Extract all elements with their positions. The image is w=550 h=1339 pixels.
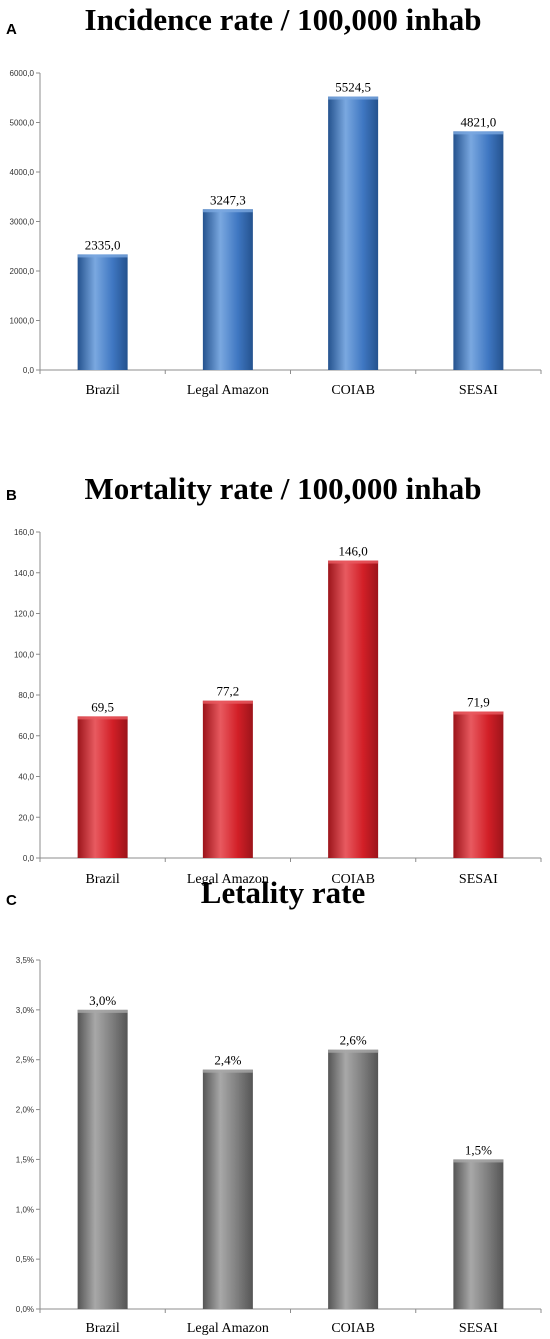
x-tick-label: SESAI [459, 872, 498, 887]
chart-panel-a: A Incidence rate / 100,000 inhab 0,0 1000,0… [6, 2, 542, 398]
bar-cap [453, 131, 504, 135]
bar-legal-amazon [202, 209, 253, 370]
data-label: 3247,3 [210, 192, 246, 207]
y-tick-label: 4000,0 [10, 168, 35, 177]
y-tick-label: 20,0 [18, 813, 34, 822]
chart-title: Incidence rate / 100,000 inhab [85, 2, 482, 37]
chart-title: Letality rate [201, 875, 365, 910]
y-tick-label: 60,0 [18, 732, 34, 741]
x-tick-label: Brazil [86, 383, 120, 398]
panel-letter: C [6, 892, 17, 909]
y-tick-label: 140,0 [14, 569, 35, 578]
panel-letter: B [6, 487, 17, 504]
x-tick-label: Brazil [86, 872, 120, 887]
bar-sesai [453, 1159, 504, 1309]
x-tick-label: Legal Amazon [187, 1321, 269, 1336]
bar-brazil [77, 1009, 128, 1309]
bar-coiab [328, 560, 379, 858]
bar-cap [77, 716, 128, 720]
y-tick-label: 120,0 [14, 610, 35, 619]
y-tick-label: 160,0 [14, 528, 35, 537]
bar-cap [453, 1159, 504, 1163]
x-tick-label: SESAI [459, 1321, 498, 1336]
x-tick-label: COIAB [331, 383, 375, 398]
y-tick-label: 6000,0 [10, 69, 35, 78]
x-tick-label: COIAB [331, 872, 375, 887]
bar-cap [328, 96, 379, 100]
y-tick-label: 2,0% [16, 1106, 34, 1115]
x-tick-label: SESAI [459, 383, 498, 398]
bar-coiab [328, 1049, 379, 1309]
chart-panel-c: C Letality rate 0,0% 0,5% 1,0% 1,5% 2,0% 2,5% 3,… [6, 875, 542, 1336]
data-label: 2,6% [340, 1033, 367, 1048]
bar-brazil [77, 716, 128, 858]
bar-coiab [328, 96, 379, 371]
bar-sesai [453, 131, 504, 370]
x-tick-label: Legal Amazon [187, 872, 269, 887]
bar-cap [202, 209, 253, 213]
y-tick-label: 3000,0 [10, 218, 35, 227]
bar-sesai [453, 711, 504, 858]
y-tick-label: 2000,0 [10, 267, 35, 276]
data-label: 5524,5 [335, 80, 371, 95]
panel-letter: A [6, 21, 17, 38]
y-tick-label: 1000,0 [10, 317, 35, 326]
bar-cap [328, 560, 379, 564]
data-label: 71,9 [467, 695, 490, 710]
y-tick-label: 0,0 [23, 854, 35, 863]
bar-cap [328, 1049, 379, 1053]
bar-brazil [77, 254, 128, 370]
y-tick-label: 3,0% [16, 1006, 34, 1015]
bar-legal-amazon [202, 1069, 253, 1309]
data-label: 4821,0 [461, 114, 497, 129]
data-label: 3,0% [89, 993, 116, 1008]
bar-legal-amazon [202, 700, 253, 858]
y-tick-label: 40,0 [18, 773, 34, 782]
x-tick-label: COIAB [331, 1321, 375, 1336]
y-tick-label: 2,5% [16, 1056, 34, 1065]
data-label: 2335,0 [85, 237, 121, 252]
data-label: 146,0 [339, 544, 368, 559]
bar-cap [202, 1069, 253, 1073]
bar-cap [77, 1009, 128, 1013]
bar-cap [453, 711, 504, 715]
bar-cap [202, 700, 253, 704]
bar-cap [77, 254, 128, 258]
data-label: 77,2 [217, 684, 240, 699]
chart-panel-b: B Mortality rate / 100,000 inhab 0,0 20,0 40… [6, 471, 542, 887]
y-tick-label: 5000,0 [10, 119, 35, 128]
y-tick-label: 1,0% [16, 1205, 34, 1214]
y-tick-label: 80,0 [18, 691, 34, 700]
data-label: 2,4% [214, 1053, 241, 1068]
y-tick-label: 1,5% [16, 1155, 34, 1164]
y-tick-label: 3,5% [16, 956, 34, 965]
chart-title: Mortality rate / 100,000 inhab [85, 471, 482, 506]
data-label: 69,5 [91, 699, 114, 714]
y-tick-label: 100,0 [14, 650, 35, 659]
y-tick-label: 0,0% [16, 1305, 34, 1314]
y-tick-label: 0,5% [16, 1255, 34, 1264]
y-tick-label: 0,0 [23, 366, 35, 375]
x-tick-label: Legal Amazon [187, 383, 269, 398]
x-tick-label: Brazil [86, 1321, 120, 1336]
data-label: 1,5% [465, 1142, 492, 1157]
